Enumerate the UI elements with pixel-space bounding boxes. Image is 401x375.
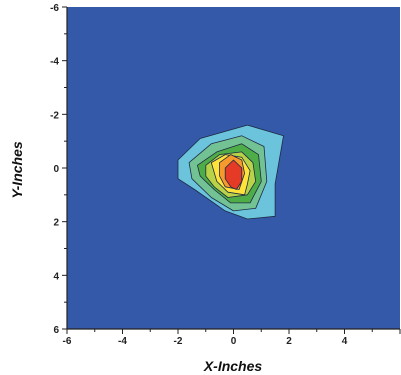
x-tick-label: -2 [174, 336, 183, 347]
y-tick-label: -2 [50, 110, 59, 121]
axes-layer [62, 6, 401, 334]
y-tick-label: 2 [53, 218, 59, 229]
y-tick-label: -4 [50, 57, 59, 68]
x-tick-label: -6 [63, 336, 72, 347]
x-tick-label: -4 [118, 336, 127, 347]
ticks-layer: -6 -4 -2 0 2 4 -6 -4 -2 0 2 4 6 [50, 3, 348, 347]
y-tick-label: 6 [53, 325, 59, 336]
contour-layer [177, 124, 284, 220]
y-axis-title: Y-Inches [9, 141, 25, 199]
y-tick-label: -6 [50, 3, 59, 14]
y-tick-label: 0 [53, 164, 59, 175]
x-tick-label: 2 [286, 336, 292, 347]
y-tick-label: 4 [53, 271, 59, 282]
x-tick-label: 0 [231, 336, 237, 347]
x-axis-title: X-Inches [203, 358, 263, 374]
x-tick-label: 4 [342, 336, 348, 347]
contour-level-7 [224, 159, 243, 190]
